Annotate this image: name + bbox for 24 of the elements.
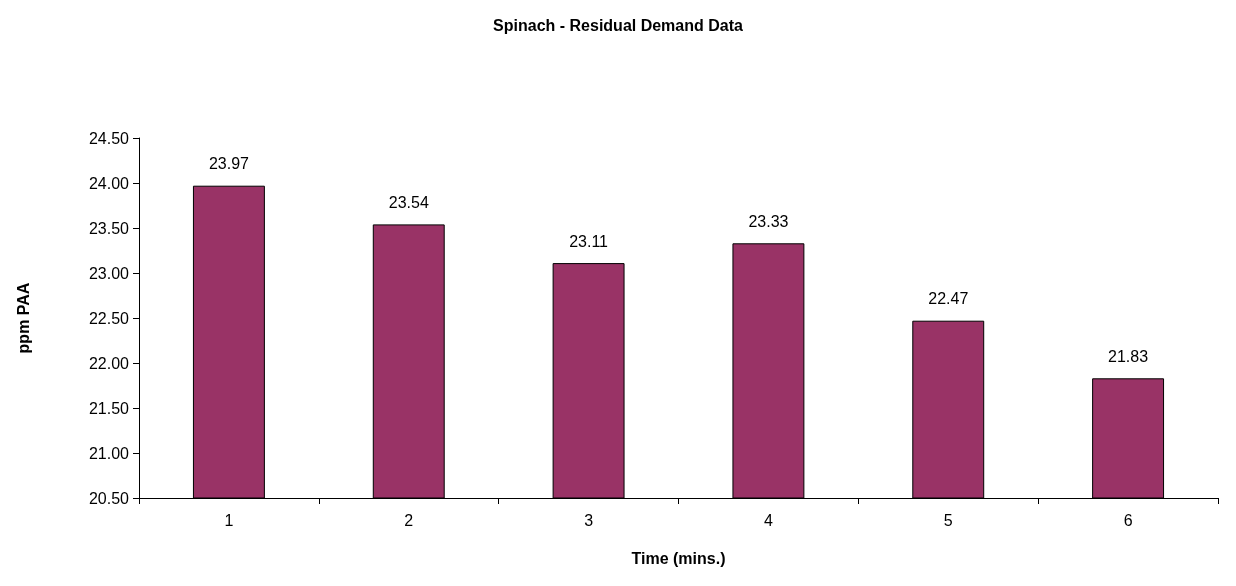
y-tick-label: 24.50 xyxy=(88,129,130,147)
data-label: 23.97 xyxy=(208,155,250,173)
y-axis-title: ppm PAA xyxy=(14,282,32,354)
y-tick-label: 23.50 xyxy=(88,219,130,237)
y-tick-label: 22.50 xyxy=(88,309,130,327)
x-tick-label: 1 xyxy=(224,511,234,529)
data-label: 22.47 xyxy=(928,290,969,308)
data-label: 23.33 xyxy=(748,212,789,230)
data-label: 21.83 xyxy=(1108,347,1149,365)
x-axis-title: Time (mins.) xyxy=(631,549,726,567)
data-label: 23.11 xyxy=(569,232,609,250)
y-tick-label: 23.00 xyxy=(88,264,130,282)
y-tick-label: 20.50 xyxy=(88,489,130,507)
x-tick-label: 5 xyxy=(943,511,953,529)
x-tick-label: 6 xyxy=(1123,511,1133,529)
chart-title: Spinach - Residual Demand Data xyxy=(493,16,744,34)
y-tick-label: 21.50 xyxy=(88,399,130,417)
y-tick-label: 24.00 xyxy=(88,174,130,192)
y-tick-label: 22.00 xyxy=(88,354,130,372)
x-tick-label: 4 xyxy=(763,511,773,529)
x-tick-label: 3 xyxy=(584,511,594,529)
x-tick-label: 2 xyxy=(404,511,414,529)
y-tick-label: 21.00 xyxy=(88,444,130,462)
data-label: 23.54 xyxy=(388,193,429,211)
